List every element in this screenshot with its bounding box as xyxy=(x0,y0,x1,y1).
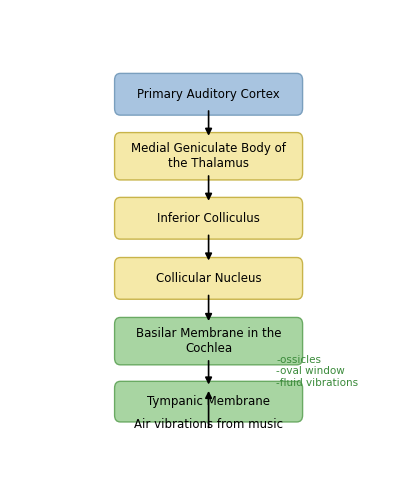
Text: Collicular Nucleus: Collicular Nucleus xyxy=(156,272,261,285)
FancyBboxPatch shape xyxy=(115,318,302,365)
FancyBboxPatch shape xyxy=(115,381,302,422)
Text: Tympanic Membrane: Tympanic Membrane xyxy=(147,395,270,408)
FancyBboxPatch shape xyxy=(115,133,302,180)
FancyBboxPatch shape xyxy=(115,198,302,239)
Text: Inferior Colliculus: Inferior Colliculus xyxy=(157,212,260,225)
Text: Air vibrations from music: Air vibrations from music xyxy=(134,418,283,431)
Text: Medial Geniculate Body of
the Thalamus: Medial Geniculate Body of the Thalamus xyxy=(131,142,286,170)
Text: -ossicles
-oval window
-fluid vibrations: -ossicles -oval window -fluid vibrations xyxy=(276,355,359,388)
FancyBboxPatch shape xyxy=(115,258,302,299)
Text: Basilar Membrane in the
Cochlea: Basilar Membrane in the Cochlea xyxy=(136,327,281,355)
Text: Primary Auditory Cortex: Primary Auditory Cortex xyxy=(137,88,280,101)
FancyBboxPatch shape xyxy=(115,73,302,115)
